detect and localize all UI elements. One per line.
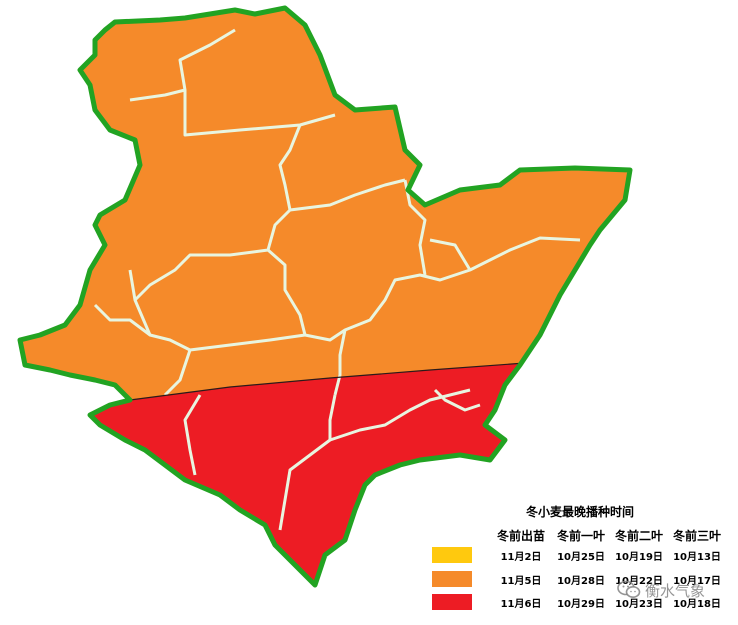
legend-cell: 10月29日 — [557, 599, 605, 610]
column-header-one-leaf: 冬前一叶 — [556, 529, 605, 543]
legend-cell: 10月22日 — [615, 576, 663, 587]
legend-cell: 10月23日 — [615, 599, 663, 610]
watermark: 衡水气象 — [617, 578, 705, 602]
legend-cell: 10月18日 — [673, 599, 721, 610]
legend-cell: 10月13日 — [673, 552, 721, 563]
wechat-icon — [617, 580, 641, 598]
legend-row-orange: 11月5日 10月28日 10月22日 10月17日 — [425, 571, 735, 587]
legend-cell: 10月28日 — [557, 576, 605, 587]
legend-row-red: 11月6日 10月29日 10月23日 10月18日 — [425, 594, 735, 610]
legend-swatch-red — [432, 594, 472, 610]
legend: 冬小麦最晚播种时间 冬前出苗 冬前一叶 冬前二叶 冬前三叶 11月2日 10月2… — [425, 503, 735, 621]
legend-swatch-yellow — [432, 547, 472, 563]
legend-cell: 11月5日 — [500, 576, 542, 587]
legend-title: 冬小麦最晚播种时间 — [525, 505, 634, 519]
legend-cell: 11月6日 — [500, 599, 542, 610]
legend-cell: 10月25日 — [557, 552, 605, 563]
legend-cell: 10月19日 — [615, 552, 663, 563]
legend-cell: 11月2日 — [500, 552, 542, 563]
watermark-text: 衡水气象 — [645, 581, 706, 600]
legend-swatch-orange — [432, 571, 472, 587]
region-outline — [17, 5, 633, 588]
column-header-emergence: 冬前出苗 — [496, 529, 545, 543]
zone-divider — [129, 362, 526, 401]
column-header-two-leaf: 冬前二叶 — [614, 529, 663, 543]
legend-row-yellow: 11月2日 10月25日 10月19日 10月13日 — [425, 547, 735, 563]
legend-cell: 10月17日 — [673, 576, 721, 587]
column-header-three-leaf: 冬前三叶 — [672, 529, 721, 543]
county-boundaries — [93, 28, 581, 531]
